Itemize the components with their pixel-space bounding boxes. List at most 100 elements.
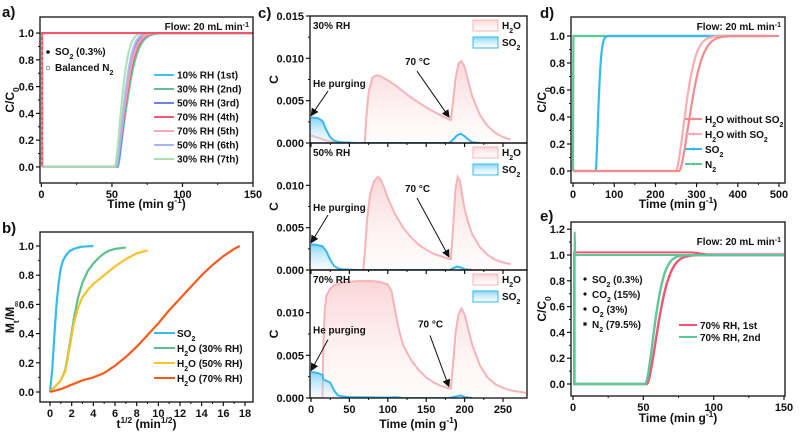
- panel-a-marker-legend-n2: Balanced N2: [55, 63, 113, 77]
- panel-a-ytick-label: 0.4: [19, 108, 35, 120]
- panel-b-xtick-label: 16: [217, 408, 229, 420]
- he-purging-arrow: [310, 339, 329, 372]
- legend-label: 70% RH, 2nd: [700, 333, 761, 344]
- panel-d-ytick-label: 0.2: [550, 139, 565, 151]
- panel-a-xtick-label: 50: [106, 189, 118, 201]
- temperature-annotation: 70 °C: [405, 57, 430, 68]
- n2-marker-icon: [45, 65, 51, 71]
- panel-b-xtick-label: 18: [239, 408, 251, 420]
- panel-a-ytick-label: 0.2: [19, 135, 34, 147]
- panel-c-0-ytick-label: 0.015: [276, 11, 304, 23]
- series-line-1: [573, 34, 779, 173]
- panel-label-a: a): [2, 4, 15, 21]
- panel-a-breakthrough-cycles: 0 50 100 150 0.0 0.2 0.4 0.6 0.8 1.0 Time (min g-1…: [3, 16, 262, 211]
- legend-label: N2: [705, 160, 716, 174]
- legend-label-so2: SO2: [502, 165, 520, 179]
- panel-b-xtick-label: 2: [69, 408, 75, 420]
- panel-e-ylabel: C/C0: [535, 296, 553, 322]
- panel-e-ytick-label: 0.6: [550, 302, 565, 314]
- panel-a-xtick-label: 0: [38, 189, 44, 201]
- marker-icon-diamond: [583, 292, 587, 296]
- so2-area: [311, 117, 480, 143]
- legend-label-h2o: H2O: [502, 21, 521, 35]
- panel-d-ylabel: C/C0: [535, 87, 553, 113]
- legend-label: H2O with SO2: [705, 130, 768, 144]
- panel-d-ytick-label: 1.0: [550, 31, 565, 43]
- panel-c-1-ytick-label: 0.010: [276, 180, 304, 192]
- legend-label: 10% RH (1st): [177, 71, 238, 82]
- plot-area: [311, 280, 527, 398]
- panel-label-e: e): [540, 208, 553, 225]
- non-adsorbed-line-2nd: [573, 231, 784, 384]
- legend-swatch-h2o: [472, 19, 499, 32]
- panel-c-0-ytick-label: 0.005: [276, 96, 304, 108]
- subplot-ylabel: C: [267, 329, 281, 338]
- panel-d-xtick-label: 200: [646, 189, 664, 201]
- series-line-4: [49, 245, 241, 394]
- panel-b-ytick-label: 0.6: [19, 299, 34, 311]
- legend-label: 70% RH (5th): [177, 127, 239, 138]
- panel-d-xtick-label: 100: [605, 189, 623, 201]
- legend-label-h2o: H2O: [502, 275, 521, 289]
- marker-legend-label: N2 (79.5%): [592, 320, 641, 334]
- temperature-annotation: 70 °C: [418, 319, 443, 330]
- series-line-3: [49, 249, 148, 393]
- non-adsorbed-line-1st: [573, 251, 784, 384]
- panel-c-2-xtick-label: 200: [455, 404, 473, 416]
- temperature-arrow: [416, 70, 450, 118]
- subplot-title: 70% RH: [313, 275, 350, 286]
- panel-d-xtick-label: 500: [770, 189, 788, 201]
- panel-d-ytick-label: 0.0: [550, 166, 565, 178]
- legend-label: H2O without SO2: [705, 115, 783, 129]
- marker-icon-dot: [583, 307, 587, 311]
- panel-d-xtick-label: 400: [729, 189, 747, 201]
- n2-step-line: [41, 31, 253, 167]
- marker-legend-label: O2 (3%): [592, 305, 628, 319]
- panel-d-ytick-label: 0.6: [550, 85, 565, 97]
- legend-swatch-h2o: [472, 146, 499, 159]
- panel-e-ytick-label: 0.4: [550, 327, 566, 339]
- panel-a-ytick-label: 0.6: [19, 82, 34, 94]
- panel-c-2-xtick-label: 50: [343, 404, 355, 416]
- panel-e-xtick-label: 100: [704, 402, 722, 414]
- marker-legend-label: CO2 (15%): [592, 290, 640, 304]
- panel-b-xtick-label: 12: [174, 408, 186, 420]
- series-line-1: [48, 244, 94, 393]
- series-line-3: [573, 34, 767, 173]
- panel-e-xtick-label: 50: [637, 402, 649, 414]
- legend-label: H2O (70% RH): [177, 374, 243, 388]
- panel-a-marker-legend-so2: SO2 (0.3%): [55, 47, 106, 61]
- panel-b-ytick-label: 0.4: [19, 329, 35, 341]
- subplot-30rh: 0.000 0.005 0.010 0.015 30% RH H2O SO2 He purgi…: [267, 11, 528, 150]
- legend-marker: [692, 117, 695, 121]
- panel-c-2-xtick-label: 0: [308, 404, 314, 416]
- legend-swatch-so2: [472, 163, 499, 176]
- panel-e-ytick-label: 0.0: [550, 379, 565, 391]
- temperature-arrow: [416, 197, 450, 258]
- panel-b-ytick-label: 0.2: [19, 358, 34, 370]
- panel-a-ytick-label: 1.0: [19, 28, 34, 40]
- he-purging-annotation: He purging: [313, 79, 366, 90]
- legend-label: H2O (30% RH): [177, 344, 243, 358]
- subplot-ylabel: C: [267, 75, 281, 84]
- legend-label: SO2: [705, 145, 723, 159]
- plot-area: [311, 173, 511, 270]
- panel-c-0-ytick-label: 0.000: [276, 138, 304, 150]
- legend-label: H2O (50% RH): [177, 359, 243, 373]
- panel-b-ylabel: Mt/M∞: [3, 301, 21, 333]
- h2o-area: [311, 60, 511, 143]
- legend-marker: [692, 132, 695, 136]
- temperature-annotation: 70 °C: [405, 184, 430, 195]
- panel-b-ytick-label: 0.8: [19, 270, 34, 282]
- panel-d-frame: [570, 16, 786, 184]
- he-purging-annotation: He purging: [313, 326, 366, 337]
- subplot-ylabel: C: [267, 202, 281, 211]
- panel-c-2-xtick-label: 150: [417, 404, 435, 416]
- he-purging-arrow: [310, 90, 329, 117]
- legend-marker: [692, 147, 695, 151]
- panel-a-ylabel: C/C0: [3, 87, 21, 113]
- panel-a-xtick-label: 100: [173, 189, 191, 201]
- marker-legend-label: SO2 (0.3%): [592, 275, 643, 289]
- legend-label: SO2: [177, 329, 195, 343]
